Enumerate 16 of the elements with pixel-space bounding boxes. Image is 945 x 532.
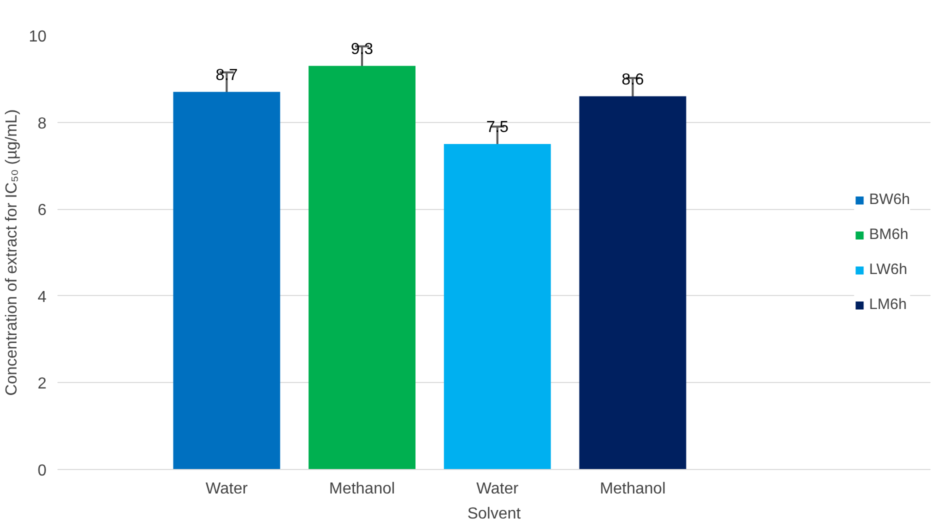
legend-label: LW6h: [869, 261, 908, 278]
y-tick-label: 4: [38, 288, 47, 306]
y-tick-label: 0: [38, 462, 47, 480]
legend-label: LM6h: [869, 296, 907, 313]
x-tick-label: Methanol: [600, 480, 666, 498]
x-axis-title: Solvent: [467, 506, 522, 522]
y-axis-title: Concentration of extract for IC₅₀ (µg/mL): [4, 109, 21, 396]
y-tick-label: 8: [38, 115, 47, 132]
y-tick-label: 2: [38, 376, 47, 393]
x-tick-label: Water: [476, 480, 520, 498]
legend-label: BM6h: [869, 226, 908, 243]
x-tick-label: Water: [206, 480, 248, 498]
y-tick-label: 6: [38, 202, 47, 220]
x-tick-label: Methanol: [329, 480, 395, 498]
y-tick-label: 10: [28, 28, 47, 46]
legend-label: BW6h: [869, 191, 910, 208]
